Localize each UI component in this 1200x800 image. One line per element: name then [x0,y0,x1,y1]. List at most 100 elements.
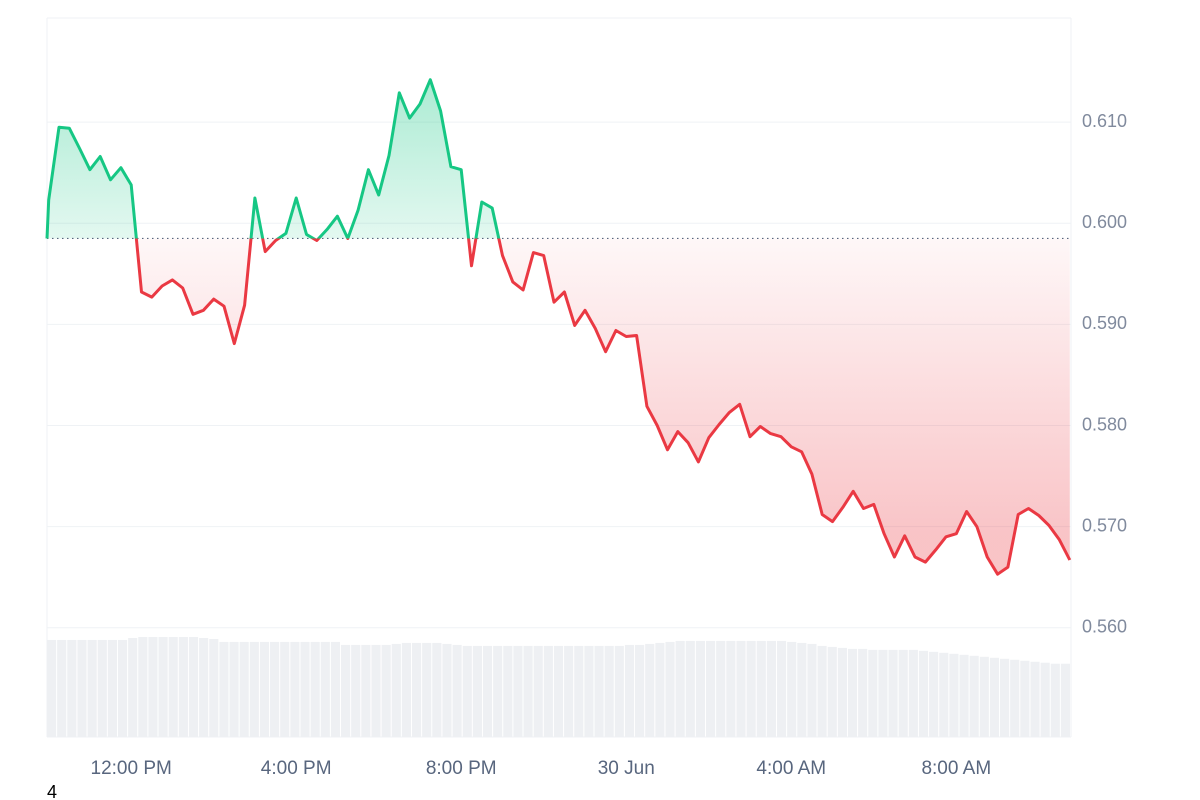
volume-bar [280,641,290,737]
volume-bar [939,652,949,737]
volume-bar [219,641,229,737]
volume-bar [128,637,138,737]
volume-bar [442,643,452,737]
x-tick-label: 30 Jun [598,758,655,779]
volume-bar [736,640,746,737]
volume-bar [847,648,858,737]
volume-bar [188,637,199,737]
y-tick-label: 0.590 [1082,313,1127,333]
volume-bar [827,646,837,737]
x-tick-label: 4:00 AM [756,758,826,779]
y-tick-label: 0.600 [1082,212,1127,232]
volume-bar [259,641,270,737]
volume-bar [837,647,847,737]
volume-bar [209,638,219,737]
volume-bar [472,645,482,737]
volume-bar [411,642,422,737]
footnote: 4 [47,782,57,800]
volume-bar [138,637,148,737]
volume-bar [300,641,310,737]
volume-bar [553,645,564,737]
volume-bar [513,645,523,737]
volume-bar [1030,661,1040,737]
volume-bar [989,657,1000,737]
volume-bar [969,655,979,737]
volume-bar [1040,662,1050,737]
volume-bar [1010,659,1020,737]
volume-bar [685,640,695,737]
volume-bar [655,642,665,737]
y-tick-label: 0.570 [1082,515,1127,535]
volume-bar [77,639,87,737]
volume-bar [817,645,827,737]
volume-bar [726,640,736,737]
volume-bar [604,645,614,737]
volume-bar [706,640,716,737]
volume-bar [523,645,533,737]
y-tick-label: 0.580 [1082,414,1127,434]
volume-bar [1050,663,1060,737]
volume-bar [695,640,706,737]
price-area [47,79,1070,575]
volume-bar [776,640,787,737]
volume-bar [320,641,330,737]
volume-bar [888,649,898,737]
volume-bar [482,645,493,737]
volume-bar [533,645,543,737]
volume-bar [959,654,969,737]
volume-bar [422,642,432,737]
volume-bar [310,641,320,737]
volume-bar [929,651,939,737]
volume-bar [148,637,158,737]
volume-bar [584,645,594,737]
volume-bar [503,645,513,737]
volume-bar [452,644,462,737]
volume-bar [1000,658,1010,737]
volume-bar [107,639,117,737]
price-line [45,78,1072,576]
volume-bar [330,641,341,737]
volume-bar [57,639,67,737]
volume-bar [787,641,797,737]
volume-bar [381,644,391,737]
volume-bar [391,643,401,737]
volume-bar [807,643,817,737]
volume-bar [239,641,249,737]
volume-bar [766,640,776,737]
volume-bar [746,640,756,737]
volume-bar [878,649,888,737]
volume-bar [168,637,178,737]
x-tick-label: 4:00 PM [261,758,332,779]
volume-bar [97,639,107,737]
volume-bar [979,656,989,737]
volume-bar [341,644,351,737]
volume-bar [594,645,604,737]
volume-bar [87,639,97,737]
volume-bar [401,642,411,737]
y-tick-label: 0.560 [1082,617,1127,637]
volume-bar [117,639,128,737]
volume-bar [249,641,259,737]
volume-bar [229,641,239,737]
x-tick-label: 8:00 PM [426,758,497,779]
volume-bar [868,649,878,737]
volume-bar [47,639,57,737]
volume-bar [797,642,807,737]
volume-bar [614,645,624,737]
volume-bar [432,642,442,737]
volume-bar [1060,663,1070,737]
volume-bar [351,644,361,737]
volume-bar [199,637,209,737]
volume-bar [908,649,918,737]
volume-bar [949,653,959,737]
volume-bar [543,645,553,737]
volume-bar [756,640,766,737]
y-tick-label: 0.610 [1082,111,1127,131]
volume-bar [290,641,300,737]
x-tick-label: 12:00 PM [91,758,172,779]
volume-bar [645,643,655,737]
volume-bar [858,648,868,737]
volume-bar [361,644,371,737]
volume-bar [371,644,381,737]
